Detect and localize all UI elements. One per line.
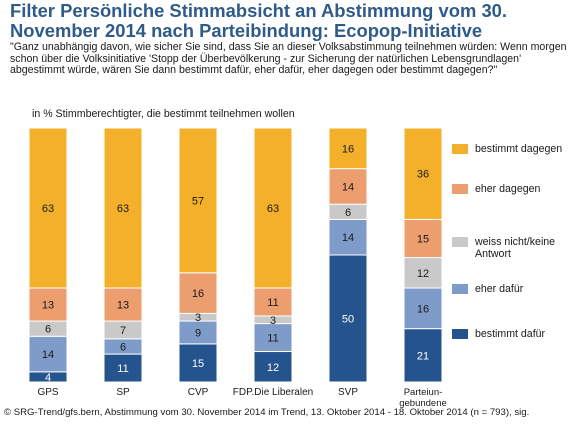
value-label-fdp-die-liberalen-weiss-nicht-keine-antwort: 3 xyxy=(270,315,276,327)
bar-gps-eher-dafür xyxy=(28,335,68,373)
value-label-cvp-weiss-nicht-keine-antwort: 3 xyxy=(195,312,201,324)
legend-swatch-bestimmt-dafür xyxy=(452,329,468,339)
bar-svp-bestimmt-dagegen xyxy=(328,127,368,170)
bar-gps-eher-dagegen xyxy=(28,287,68,322)
value-label-svp-bestimmt-dagegen: 16 xyxy=(342,143,354,155)
x-tick-label-gps: GPS xyxy=(37,387,58,398)
legend-swatch-eher-dafür xyxy=(452,284,468,294)
chart-subtitle: in % Stimmberechtigter, die bestimmt tei… xyxy=(32,108,295,120)
bar-parteiun-gebundene-bestimmt-dafür xyxy=(403,328,443,383)
bar-parteiun-gebundene-weiss-nicht-keine-antwort xyxy=(403,257,443,289)
value-label-sp-bestimmt-dagegen: 63 xyxy=(117,203,129,215)
bar-sp-bestimmt-dafür xyxy=(103,353,143,383)
legend-item-eher-dafür: eher dafür xyxy=(452,283,582,295)
legend-swatch-weiss-nicht-keine-antwort xyxy=(452,237,468,247)
bar-gps-bestimmt-dagegen xyxy=(28,127,68,289)
value-label-svp-eher-dafür: 14 xyxy=(342,232,354,244)
value-label-gps-eher-dafür: 14 xyxy=(42,349,54,361)
x-tick-label-svp: SVP xyxy=(338,387,358,398)
value-label-parteiun-gebundene-weiss-nicht-keine-antwort: 12 xyxy=(417,268,429,280)
value-label-fdp-die-liberalen-bestimmt-dagegen: 63 xyxy=(267,203,279,215)
value-labels-group: 4 14 6 13 63 11 6 7 13 63 15 9 3 16 57 12 11 3 11 63 50 14 6 14… xyxy=(42,143,429,384)
value-label-fdp-die-liberalen-bestimmt-dafür: 12 xyxy=(267,362,279,374)
bars-group xyxy=(28,127,443,383)
value-label-sp-weiss-nicht-keine-antwort: 7 xyxy=(120,325,126,337)
legend-item-bestimmt-dagegen: bestimmt dagegen xyxy=(452,143,582,155)
value-label-parteiun-gebundene-eher-dafür: 16 xyxy=(417,303,429,315)
legend-swatch-bestimmt-dagegen xyxy=(452,144,468,154)
value-label-cvp-bestimmt-dagegen: 57 xyxy=(192,195,204,207)
survey-question: "Ganz unabhängig davon, wie sicher Sie s… xyxy=(10,41,567,77)
value-label-cvp-eher-dagegen: 16 xyxy=(192,288,204,300)
legend-label-weiss-nicht-keine-antwort: weiss nicht/keine Antwort xyxy=(475,236,556,260)
bar-cvp-bestimmt-dafür xyxy=(178,343,218,383)
x-tick-label-fdp-die-liberalen: FDP.Die Liberalen xyxy=(233,387,313,398)
legend-label-bestimmt-dafür: bestimmt dafür xyxy=(475,328,546,340)
value-label-sp-eher-dafür: 6 xyxy=(120,341,126,353)
x-tick-labels-group: GPS SP CVP FDP.Die Liberalen SVP Parteiun-geb… xyxy=(37,387,446,409)
bar-svp-bestimmt-dafür xyxy=(328,254,368,383)
bar-cvp-bestimmt-dagegen xyxy=(178,127,218,274)
legend-label-eher-dagegen: eher dagegen xyxy=(475,183,541,195)
legend-item-eher-dagegen: eher dagegen xyxy=(452,183,582,195)
x-tick-label-sp: SP xyxy=(116,387,130,398)
x-tick-label-parteiun-gebundene: Parteiun-gebundene xyxy=(399,387,447,409)
legend-swatch-eher-dagegen xyxy=(452,184,468,194)
value-label-parteiun-gebundene-bestimmt-dafür: 21 xyxy=(417,350,429,362)
value-label-sp-eher-dagegen: 13 xyxy=(117,300,129,312)
legend-item-bestimmt-dafür: bestimmt dafür xyxy=(452,328,582,340)
value-label-sp-bestimmt-dafür: 11 xyxy=(117,363,128,375)
value-label-parteiun-gebundene-eher-dagegen: 15 xyxy=(417,233,429,245)
bar-fdp-die-liberalen-bestimmt-dagegen xyxy=(253,127,293,289)
value-label-gps-eher-dagegen: 13 xyxy=(42,300,54,312)
legend-label-eher-dafür: eher dafür xyxy=(475,283,524,295)
legend-item-weiss-nicht-keine-antwort: weiss nicht/keine Antwort xyxy=(452,236,582,260)
value-label-parteiun-gebundene-bestimmt-dagegen: 36 xyxy=(417,169,429,181)
value-label-svp-eher-dagegen: 14 xyxy=(342,181,354,193)
value-label-svp-bestimmt-dafür: 50 xyxy=(342,314,354,326)
value-label-fdp-die-liberalen-eher-dafür: 11 xyxy=(267,333,278,345)
value-label-gps-bestimmt-dafür: 4 xyxy=(45,372,51,384)
source-footer: © SRG-Trend/gfs.bern, Abstimmung vom 30.… xyxy=(4,407,530,418)
value-label-gps-weiss-nicht-keine-antwort: 6 xyxy=(45,324,51,336)
bar-cvp-eher-dagegen xyxy=(178,272,218,314)
legend-label-bestimmt-dagegen: bestimmt dagegen xyxy=(475,143,563,155)
value-label-cvp-eher-dafür: 9 xyxy=(195,327,201,339)
bar-parteiun-gebundene-eher-dafür xyxy=(403,287,443,330)
bar-parteiun-gebundene-eher-dagegen xyxy=(403,218,443,259)
value-label-gps-bestimmt-dagegen: 63 xyxy=(42,203,54,215)
value-label-cvp-bestimmt-dafür: 15 xyxy=(192,358,204,370)
bar-parteiun-gebundene-bestimmt-dagegen xyxy=(403,127,443,220)
bar-fdp-die-liberalen-eher-dafür xyxy=(253,323,293,353)
value-label-svp-weiss-nicht-keine-antwort: 6 xyxy=(345,207,351,219)
value-label-fdp-die-liberalen-eher-dagegen: 11 xyxy=(267,297,278,309)
x-tick-label-cvp: CVP xyxy=(188,387,209,398)
chart-title: Filter Persönliche Stimmabsicht an Absti… xyxy=(10,0,508,41)
bar-sp-bestimmt-dagegen xyxy=(103,127,143,289)
